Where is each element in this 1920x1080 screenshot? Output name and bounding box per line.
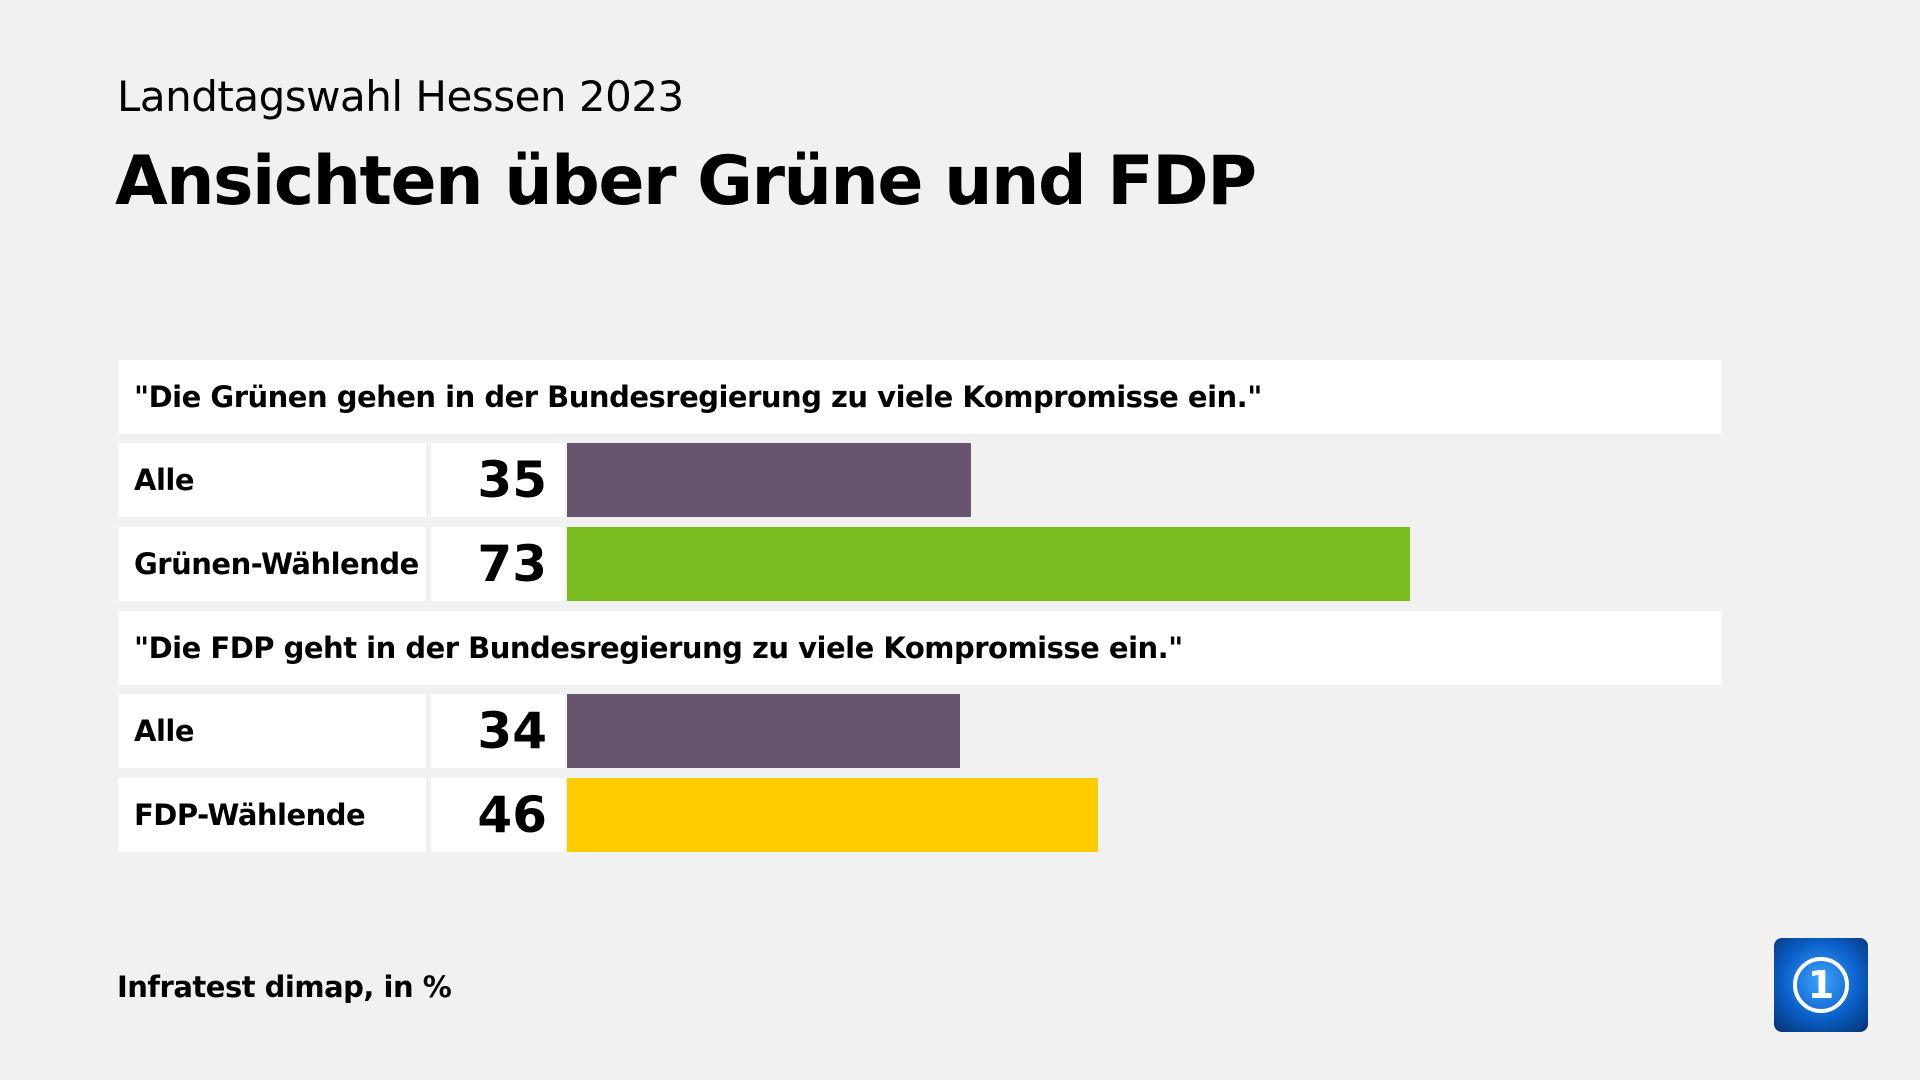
chart-subtitle: Landtagswahl Hessen 2023 xyxy=(117,72,684,121)
source-note: Infratest dimap, in % xyxy=(117,970,452,1004)
data-label: 34 xyxy=(431,694,565,768)
bar-g1-r0 xyxy=(567,694,960,768)
data-label: 35 xyxy=(431,443,565,517)
data-label: 73 xyxy=(431,527,565,601)
question-2: "Die FDP geht in der Bundesregierung zu … xyxy=(118,611,1722,685)
chart-title: Ansichten über Grüne und FDP xyxy=(115,142,1257,221)
question-1: "Die Grünen gehen in der Bundesregierung… xyxy=(118,360,1722,434)
bar-g0-r1 xyxy=(567,527,1411,601)
bar-g0-r0 xyxy=(567,443,972,517)
row-label: Alle xyxy=(118,694,426,768)
logo-mark: 1 xyxy=(1793,957,1849,1013)
bar-g1-r1 xyxy=(567,778,1099,852)
ard-logo-icon: 1 xyxy=(1774,938,1868,1032)
row-label: Alle xyxy=(118,443,426,517)
row-label: FDP-Wählende xyxy=(118,778,426,852)
data-label: 46 xyxy=(431,778,565,852)
row-label: Grünen-Wählende xyxy=(118,527,426,601)
